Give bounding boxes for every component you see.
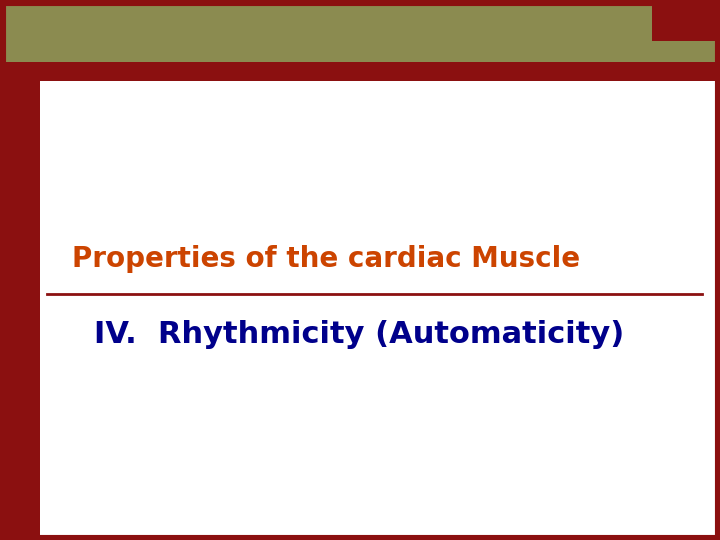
Text: Properties of the cardiac Muscle: Properties of the cardiac Muscle xyxy=(72,245,580,273)
Bar xyxy=(0,62,720,81)
Bar xyxy=(0,0,720,62)
Bar xyxy=(0,81,40,540)
Bar xyxy=(40,81,720,540)
Text: IV.  Rhythmicity (Automaticity): IV. Rhythmicity (Automaticity) xyxy=(94,320,624,349)
Bar xyxy=(652,43,720,62)
Bar xyxy=(652,0,720,40)
